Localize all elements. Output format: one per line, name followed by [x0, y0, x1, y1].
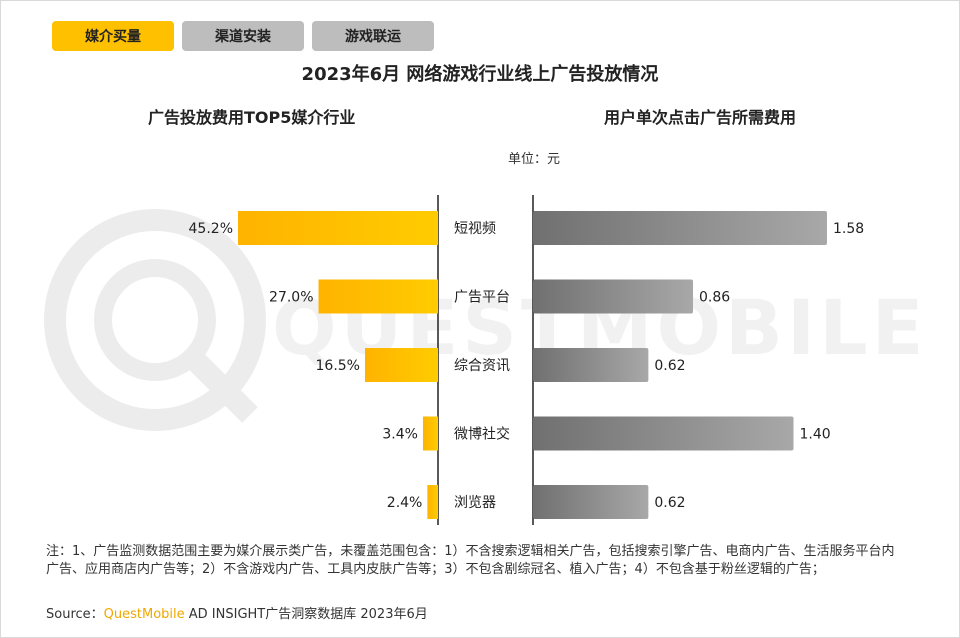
- tab-media-buying[interactable]: 媒介买量: [52, 21, 174, 51]
- watermark-logo-icon: [44, 209, 266, 431]
- source-suffix: AD INSIGHT广告洞察数据库 2023年6月: [184, 607, 428, 622]
- right-bar-value-label: 0.62: [654, 358, 685, 374]
- category-label: 浏览器: [454, 495, 496, 511]
- right-bar: [533, 211, 827, 245]
- right-bar: [533, 416, 794, 451]
- tab-bar: 媒介买量 渠道安装 游戏联运: [52, 21, 434, 51]
- footnote: 注：1、广告监测数据范围主要为媒介展示类广告，未覆盖范围包含：1）不含搜索逻辑相…: [46, 544, 895, 577]
- unit-label: 单位：元: [508, 152, 561, 167]
- category-label: 广告平台: [454, 290, 510, 306]
- left-bar-value-label: 2.4%: [387, 495, 423, 511]
- right-bar: [533, 348, 649, 382]
- left-bar-value-label: 16.5%: [316, 358, 360, 374]
- left-bar: [238, 211, 438, 245]
- right-bar-value-label: 1.58: [833, 221, 864, 237]
- right-bar-value-label: 0.86: [699, 290, 730, 306]
- source-prefix: Source：: [46, 607, 104, 622]
- category-label: 微博社交: [454, 426, 510, 443]
- category-label: 短视频: [454, 221, 496, 237]
- right-bar: [533, 485, 649, 519]
- right-bar-value-label: 1.40: [800, 427, 831, 443]
- left-bar: [427, 485, 438, 519]
- category-label: 综合资讯: [454, 358, 510, 374]
- left-bar: [422, 416, 438, 451]
- right-bar: [533, 279, 694, 314]
- left-subtitle: 广告投放费用TOP5媒介行业: [148, 108, 356, 127]
- left-bar: [364, 348, 438, 382]
- chart-title: 2023年6月 网络游戏行业线上广告投放情况: [301, 64, 659, 85]
- left-bar-value-label: 3.4%: [382, 427, 418, 443]
- left-bar-value-label: 27.0%: [269, 290, 313, 306]
- left-bar-value-label: 45.2%: [189, 221, 233, 237]
- tab-game-joint-operation[interactable]: 游戏联运: [312, 21, 434, 51]
- source-brand: QuestMobile: [103, 607, 185, 622]
- left-bar: [318, 279, 438, 314]
- right-subtitle: 用户单次点击广告所需费用: [604, 108, 797, 127]
- source-line: Source：QuestMobile AD INSIGHT广告洞察数据库 202…: [46, 603, 428, 622]
- tab-channel-install[interactable]: 渠道安装: [182, 21, 304, 51]
- right-bar-value-label: 0.62: [654, 495, 685, 511]
